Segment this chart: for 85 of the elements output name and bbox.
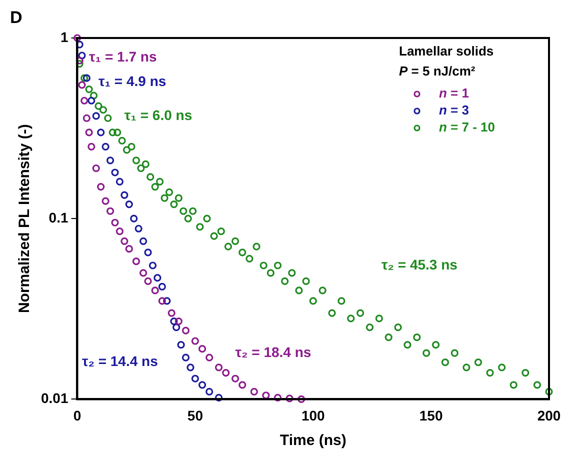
point <box>182 354 190 362</box>
text: D <box>10 8 22 28</box>
y-tick-label: 1 <box>60 28 68 45</box>
point <box>82 114 90 122</box>
point <box>286 394 294 402</box>
point <box>132 258 140 266</box>
annotation: τ₂ = 14.4 ns <box>82 352 158 369</box>
annotation: τ₁ = 6.0 ns <box>124 106 192 123</box>
point <box>106 207 114 215</box>
point <box>120 191 128 199</box>
annotation: τ₂ = 45.3 ns <box>382 256 458 272</box>
point <box>73 34 82 42</box>
point <box>206 354 214 362</box>
point <box>174 317 182 326</box>
point <box>88 96 96 104</box>
point <box>238 381 246 389</box>
point <box>102 142 110 151</box>
point <box>116 228 124 236</box>
point <box>168 309 176 317</box>
point <box>125 245 133 253</box>
point <box>92 112 100 120</box>
legend-label: n = 7 - 10 <box>439 120 496 135</box>
x-axis-title: Time (ns) <box>280 432 346 450</box>
annotation: τ₁ = 4.9 ns <box>98 72 166 89</box>
point <box>198 381 206 389</box>
point <box>158 297 166 305</box>
x-tick-label: 150 <box>419 407 443 424</box>
point <box>76 40 84 48</box>
point <box>198 345 206 353</box>
point <box>116 178 124 186</box>
point <box>186 364 194 372</box>
point <box>298 395 306 403</box>
point <box>163 297 171 305</box>
point <box>274 394 282 402</box>
point <box>88 142 96 151</box>
point <box>214 394 223 402</box>
point <box>134 224 142 232</box>
annotation: τ₁ = 1.7 ns <box>89 48 157 64</box>
point <box>144 277 152 286</box>
annotation: P = 5 nJ/cm² <box>399 64 476 79</box>
point <box>78 52 86 60</box>
point <box>214 364 223 372</box>
point <box>144 248 152 256</box>
point <box>170 317 178 326</box>
point <box>130 214 138 222</box>
point <box>172 324 180 332</box>
point <box>85 128 93 136</box>
point <box>97 128 105 136</box>
annotation: τ₂ = 18.4 ns <box>235 344 312 360</box>
point <box>191 374 199 382</box>
legend-label: n = 3 <box>439 102 469 118</box>
x-tick-label: 0 <box>73 407 82 424</box>
y-tick-label: 0.01 <box>41 390 68 406</box>
legend-label: n = 1 <box>439 86 469 101</box>
point <box>125 200 133 208</box>
point <box>151 286 159 294</box>
point <box>158 282 166 290</box>
legend-title: Lamellar solids <box>399 44 494 59</box>
point <box>177 341 185 349</box>
point <box>80 96 88 104</box>
point <box>97 183 105 191</box>
point <box>250 388 258 396</box>
point <box>222 369 230 377</box>
point <box>182 326 190 334</box>
point <box>139 269 148 277</box>
point <box>111 168 119 176</box>
x-tick-label: 200 <box>537 407 561 424</box>
point <box>120 237 128 245</box>
point <box>92 164 100 172</box>
x-tick-label: 100 <box>301 407 326 424</box>
point <box>78 81 86 89</box>
point <box>148 262 157 270</box>
point <box>206 388 214 396</box>
point <box>262 392 270 400</box>
point <box>111 218 119 226</box>
y-tick-label: 0.1 <box>48 209 68 226</box>
x-tick-label: 50 <box>187 407 204 424</box>
point <box>154 274 162 282</box>
point <box>139 237 148 245</box>
y-axis-title: Normalized PL Intensity (-) <box>16 124 34 314</box>
point <box>102 197 110 205</box>
point <box>106 156 114 164</box>
point <box>191 337 199 345</box>
point <box>231 374 240 382</box>
point <box>76 56 84 64</box>
